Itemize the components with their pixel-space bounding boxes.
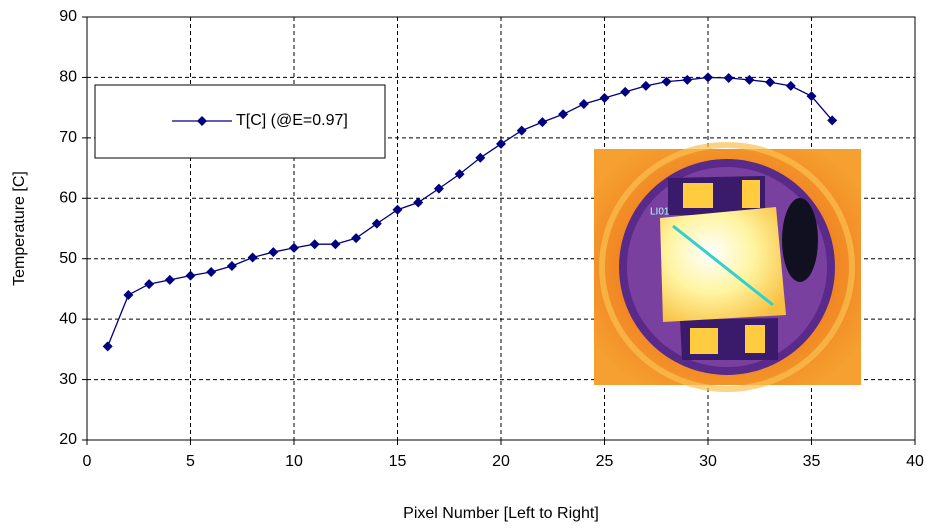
y-tick-label: 70: [59, 129, 77, 146]
x-tick-label: 5: [186, 453, 195, 470]
legend-label: T[C] (@E=0.97]: [236, 112, 348, 129]
y-tick-label: 20: [59, 431, 77, 448]
inset-image: LI01: [594, 145, 861, 389]
x-tick-label: 10: [285, 453, 303, 470]
x-tick-label: 15: [389, 453, 407, 470]
x-tick-label: 40: [906, 453, 924, 470]
y-tick-label: 30: [59, 371, 77, 388]
y-tick-label: 60: [59, 190, 77, 207]
y-axis-label: Temperature [C]: [11, 171, 28, 286]
y-tick-label: 40: [59, 310, 77, 327]
y-tick-label: 80: [59, 69, 77, 86]
x-tick-label: 20: [492, 453, 510, 470]
x-axis-label: Pixel Number [Left to Right]: [403, 505, 599, 522]
x-tick-label: 25: [596, 453, 614, 470]
x-tick-label: 35: [803, 453, 821, 470]
inset-label: LI01: [650, 207, 670, 218]
chart: 20 30 40 50 60 70 80 90 0 5 10 15 20 25 30 35 40 Pixel N…: [0, 0, 935, 527]
y-tick-label: 90: [59, 8, 77, 25]
x-tick-label: 0: [83, 453, 92, 470]
y-tick-label: 50: [59, 250, 77, 267]
x-tick-label: 30: [699, 453, 717, 470]
